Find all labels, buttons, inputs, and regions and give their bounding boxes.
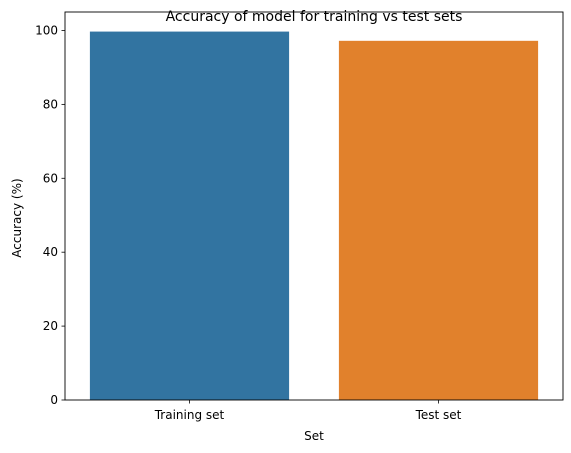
bars-group bbox=[90, 32, 538, 400]
y-axis: 0 20 40 60 80 100 bbox=[35, 23, 65, 407]
bar-test-set bbox=[339, 41, 538, 400]
x-tick-label: Test set bbox=[415, 408, 462, 422]
y-axis-label: Accuracy (%) bbox=[10, 178, 24, 257]
y-tick-label: 60 bbox=[43, 171, 58, 185]
bar-training-set bbox=[90, 32, 289, 400]
y-tick-label: 100 bbox=[35, 23, 58, 37]
x-axis-label: Set bbox=[304, 429, 324, 443]
x-axis: Training set Test set bbox=[154, 400, 462, 422]
y-tick-label: 80 bbox=[43, 97, 58, 111]
x-tick-label: Training set bbox=[154, 408, 225, 422]
chart-title: Accuracy of model for training vs test s… bbox=[166, 9, 463, 25]
y-tick-label: 20 bbox=[43, 319, 58, 333]
y-tick-label: 0 bbox=[50, 393, 58, 407]
y-tick-label: 40 bbox=[43, 245, 58, 259]
